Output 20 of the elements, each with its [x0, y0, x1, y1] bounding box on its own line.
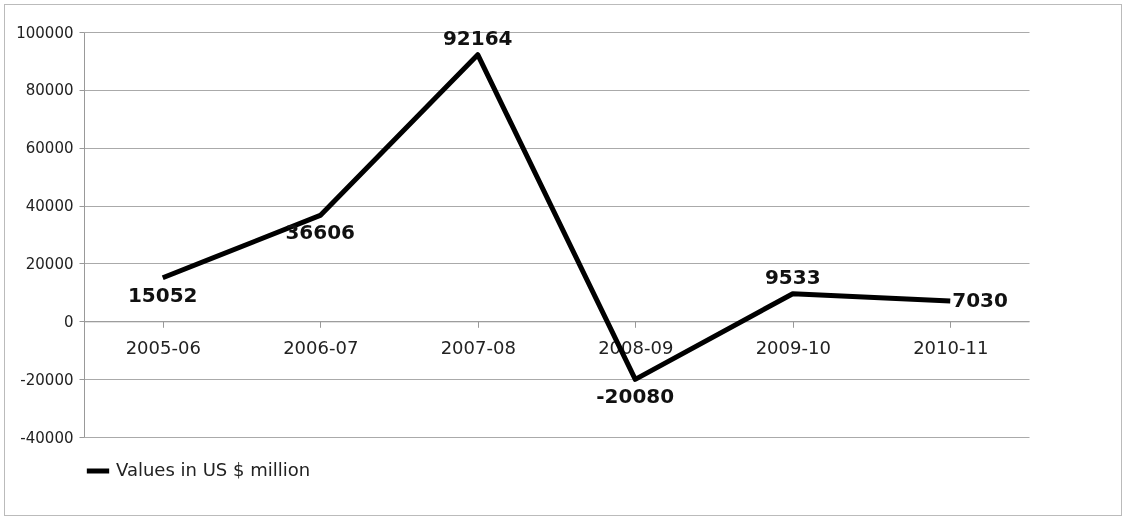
data-label: 9533 — [764, 264, 821, 289]
legend-label: Values in US $ million — [116, 459, 311, 480]
x-tick-label: 2005-06 — [125, 336, 201, 358]
data-label: 92164 — [442, 25, 513, 50]
data-label: 36606 — [285, 220, 356, 245]
x-tick-label: 2007-08 — [440, 336, 516, 358]
y-tick-label: 20000 — [25, 254, 74, 273]
data-label: -20080 — [596, 384, 675, 409]
y-tick-label: 0 — [63, 312, 74, 331]
x-tick-label: 2006-07 — [283, 336, 359, 358]
y-tick-label: 40000 — [25, 197, 74, 216]
y-tick-label: -20000 — [20, 370, 74, 389]
y-tick-label: 60000 — [25, 139, 74, 158]
y-tick-label: 80000 — [25, 81, 74, 100]
x-tick-label: 2010-11 — [913, 336, 989, 358]
data-label: 15052 — [127, 282, 198, 307]
data-label: 7030 — [952, 287, 1008, 312]
y-tick-label: -40000 — [20, 428, 74, 447]
x-tick-label: 2009-10 — [755, 336, 831, 358]
y-tick-label: 100000 — [16, 23, 74, 42]
